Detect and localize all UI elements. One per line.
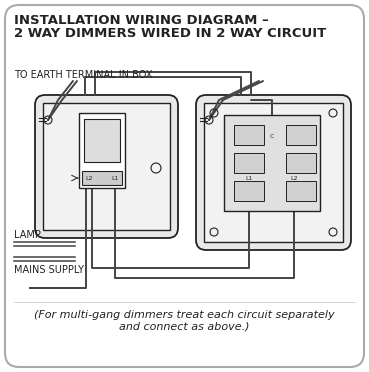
Text: (For multi-gang dimmers treat each circuit separately
and connect as above.): (For multi-gang dimmers treat each circu… xyxy=(34,310,334,331)
Text: TO EARTH TERMINAL IN BOX: TO EARTH TERMINAL IN BOX xyxy=(14,70,152,80)
Text: L2: L2 xyxy=(85,176,93,180)
Bar xyxy=(224,115,320,211)
Bar xyxy=(234,125,264,145)
Text: C: C xyxy=(270,135,274,140)
Bar xyxy=(43,103,170,230)
Bar xyxy=(286,125,316,145)
Text: LAMP: LAMP xyxy=(14,230,41,240)
Text: L1: L1 xyxy=(111,176,119,180)
Bar xyxy=(234,153,264,173)
FancyBboxPatch shape xyxy=(196,95,351,250)
Bar xyxy=(79,113,125,188)
Bar xyxy=(82,171,122,185)
Bar xyxy=(84,119,120,162)
Text: 2 WAY DIMMERS WIRED IN 2 WAY CIRCUIT: 2 WAY DIMMERS WIRED IN 2 WAY CIRCUIT xyxy=(14,27,326,40)
Bar xyxy=(234,181,264,201)
Bar xyxy=(286,153,316,173)
Bar xyxy=(286,181,316,201)
Text: L1: L1 xyxy=(245,176,253,182)
Text: L2: L2 xyxy=(290,176,298,182)
Bar xyxy=(204,103,343,242)
Text: INSTALLATION WIRING DIAGRAM –: INSTALLATION WIRING DIAGRAM – xyxy=(14,14,269,27)
Text: MAINS SUPPLY: MAINS SUPPLY xyxy=(14,265,84,275)
FancyBboxPatch shape xyxy=(5,5,364,367)
FancyBboxPatch shape xyxy=(35,95,178,238)
